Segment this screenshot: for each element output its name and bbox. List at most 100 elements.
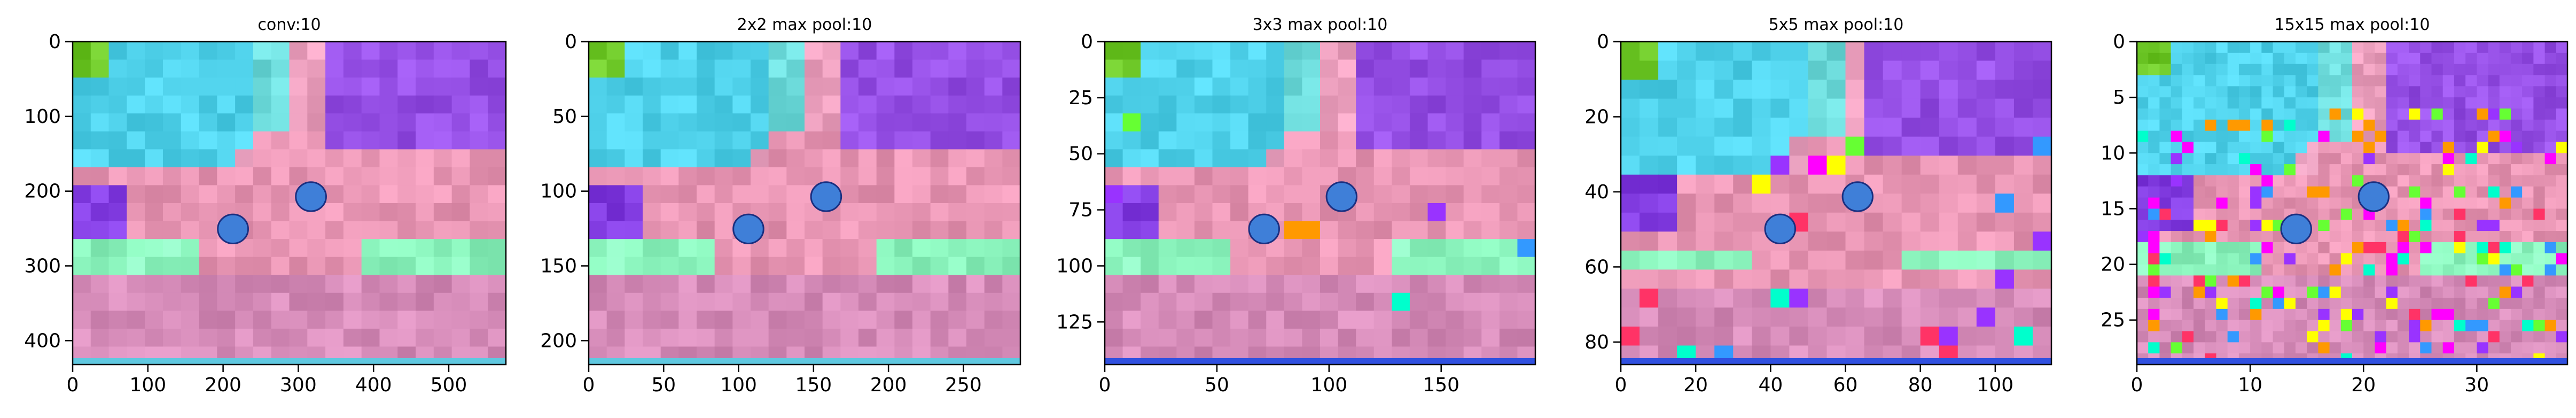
pixel-cell xyxy=(2340,242,2353,254)
pixel-cell xyxy=(1158,203,1177,222)
pixel-cell xyxy=(1002,239,1020,258)
pixel-cell xyxy=(2420,320,2432,332)
pixel-cell xyxy=(2533,275,2546,287)
pixel-cell xyxy=(2284,108,2296,120)
pixel-cell xyxy=(2250,52,2262,65)
pixel-cell xyxy=(1939,326,1958,346)
pixel-cell xyxy=(2386,231,2398,243)
pixel-cell xyxy=(2171,52,2183,65)
pixel-cell xyxy=(181,78,200,96)
pixel-cell xyxy=(1864,118,1884,137)
pixel-cell xyxy=(984,185,1003,204)
pixel-cell xyxy=(2329,175,2341,187)
pixel-cell xyxy=(1141,292,1159,311)
pixel-cell xyxy=(1517,95,1535,114)
pixel-cell xyxy=(2273,320,2285,332)
pixel-cell xyxy=(697,95,715,114)
pixel-cell xyxy=(2499,275,2511,287)
pixel-cell xyxy=(1714,269,1734,289)
pixel-cell xyxy=(2431,175,2444,187)
pixel-cell xyxy=(606,95,625,114)
pixel-cell xyxy=(1158,131,1177,150)
pixel-cell xyxy=(2193,253,2205,265)
pixel-cell xyxy=(1392,95,1410,114)
pixel-cell xyxy=(2273,308,2285,321)
pixel-cell xyxy=(2522,264,2534,276)
pixel-cell xyxy=(2250,208,2262,220)
pixel-cell xyxy=(2363,287,2376,298)
pixel-cell xyxy=(2318,208,2330,220)
pixel-cell xyxy=(2148,208,2160,220)
pixel-cell xyxy=(876,78,895,96)
pixel-cell xyxy=(606,78,625,96)
pixel-cell xyxy=(1621,288,1640,308)
pixel-cell xyxy=(2261,130,2274,143)
pixel-cell xyxy=(1696,98,1715,118)
pixel-cell xyxy=(805,95,823,114)
pixel-cell xyxy=(433,221,452,239)
pixel-cell xyxy=(2318,308,2330,321)
pixel-cell xyxy=(1105,42,1123,60)
pixel-cell xyxy=(2329,97,2341,109)
pixel-cell xyxy=(2363,331,2376,343)
pixel-cell xyxy=(2510,97,2523,109)
pixel-cell xyxy=(2284,153,2296,165)
pixel-cell xyxy=(1212,78,1231,96)
pixel-cell xyxy=(2510,220,2523,231)
pixel-cell xyxy=(697,221,715,239)
pixel-cell xyxy=(2148,130,2160,143)
pixel-cell xyxy=(858,257,877,275)
pixel-cell xyxy=(1266,78,1285,96)
pixel-cell xyxy=(2182,275,2194,287)
pixel-cell xyxy=(2499,264,2511,276)
pixel-cell xyxy=(2318,231,2330,243)
pixel-cell xyxy=(2273,75,2285,87)
pixel-cell xyxy=(2295,142,2307,153)
pixel-cell xyxy=(2363,75,2376,87)
pixel-cell xyxy=(2261,86,2274,98)
pixel-cell xyxy=(768,275,787,293)
pixel-cell xyxy=(2307,97,2319,109)
pixel-cell xyxy=(1284,275,1303,293)
pixel-cell xyxy=(2295,42,2307,53)
pixel-cell xyxy=(948,275,967,293)
pixel-cell xyxy=(1640,212,1659,232)
pixel-cell xyxy=(451,275,471,293)
pixel-cell xyxy=(2182,242,2194,254)
pixel-cell xyxy=(2363,64,2376,76)
pixel-cell xyxy=(2510,342,2523,354)
pixel-cell xyxy=(1392,78,1410,96)
pixel-cell xyxy=(930,221,949,239)
pixel-cell xyxy=(307,131,326,150)
pixel-cell xyxy=(2261,320,2274,332)
pixel-cell xyxy=(1194,113,1213,132)
pixel-cell xyxy=(2159,52,2172,65)
pixel-cell xyxy=(1920,136,1940,156)
pixel-cell xyxy=(2284,52,2296,65)
pixel-cell xyxy=(1733,250,1752,270)
axes-frame xyxy=(1620,41,2052,366)
pixel-cell xyxy=(966,59,985,78)
pixel-cell xyxy=(488,185,506,204)
pixel-cell xyxy=(73,292,91,311)
pixel-cell xyxy=(1212,95,1231,114)
pixel-cell xyxy=(2013,269,2033,289)
pixel-cell xyxy=(1957,42,1977,61)
pixel-cell xyxy=(1141,167,1159,186)
pixel-cell xyxy=(1920,231,1940,251)
pixel-cell xyxy=(2261,52,2274,65)
pixel-cell xyxy=(162,42,182,60)
pixel-cell xyxy=(2499,186,2511,198)
pixel-cell xyxy=(2148,197,2160,210)
pixel-cell xyxy=(840,131,859,150)
pixel-cell xyxy=(1845,60,1865,80)
pixel-cell xyxy=(1248,328,1267,347)
pixel-cell xyxy=(751,42,769,60)
pixel-cell xyxy=(1901,212,1921,232)
pixel-cell xyxy=(2261,287,2274,298)
pixel-cell xyxy=(2465,308,2477,321)
pixel-cell xyxy=(1499,328,1518,347)
pixel-cell xyxy=(912,221,931,239)
pixel-cell xyxy=(966,311,985,329)
pixel-cell xyxy=(1696,288,1715,308)
